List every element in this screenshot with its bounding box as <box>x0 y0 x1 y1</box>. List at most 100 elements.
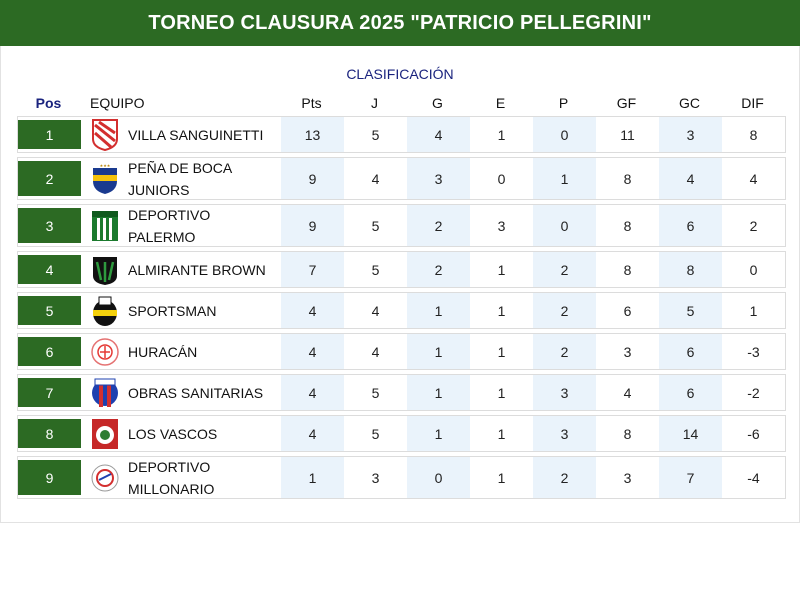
position-cell: 1 <box>18 120 81 149</box>
stat-j: 4 <box>371 170 380 187</box>
stat-g: 1 <box>407 334 470 369</box>
stat-dif: 0 <box>749 261 758 278</box>
column-header-g: G <box>432 95 443 111</box>
team-name[interactable]: PEÑA DE BOCA JUNIORS <box>128 159 232 198</box>
stat-gf: 6 <box>623 302 632 319</box>
team-name[interactable]: VILLA SANGUINETTI <box>128 126 264 143</box>
stat-g: 4 <box>407 117 470 152</box>
stat-gc: 6 <box>659 375 722 410</box>
table-row[interactable]: 9 DEPORTIVO MILLONARIO 1 3 0 1 2 3 7 -4 <box>17 456 786 499</box>
standings-card: CLASIFICACIÓN Pos EQUIPO Pts J G E P GF … <box>0 46 800 523</box>
team-name[interactable]: HURACÁN <box>128 343 198 360</box>
column-header-gf: GF <box>616 95 637 111</box>
stat-j: 5 <box>371 217 380 234</box>
svg-text:★★★: ★★★ <box>100 163 111 168</box>
stat-g: 1 <box>407 293 470 328</box>
team-name[interactable]: OBRAS SANITARIAS <box>128 384 264 401</box>
stat-dif: -6 <box>747 425 760 442</box>
team-name[interactable]: ALMIRANTE BROWN <box>128 261 266 278</box>
standings-subtitle: CLASIFICACIÓN <box>346 66 454 82</box>
deportivo-millonario-badge-icon <box>91 462 119 494</box>
stat-pts: 7 <box>281 252 344 287</box>
almirante-brown-badge-icon <box>91 254 119 286</box>
stat-pts: 4 <box>281 375 344 410</box>
table-row[interactable]: 5 SPORTSMAN 4 4 1 1 2 6 5 1 <box>17 292 786 329</box>
huracan-badge-icon <box>91 336 119 368</box>
stat-gc: 14 <box>659 416 722 451</box>
stat-g: 3 <box>407 158 470 199</box>
position-cell: 9 <box>18 460 81 495</box>
stat-j: 5 <box>371 126 380 143</box>
stat-p: 2 <box>533 293 596 328</box>
stat-p: 2 <box>533 252 596 287</box>
stat-j: 5 <box>371 425 380 442</box>
table-row[interactable]: 6 HURACÁN 4 4 1 1 2 3 6 -3 <box>17 333 786 370</box>
team-name[interactable]: DEPORTIVO PALERMO <box>128 206 211 245</box>
stat-pts: 4 <box>281 334 344 369</box>
stat-pts: 4 <box>281 416 344 451</box>
stat-gc: 5 <box>659 293 722 328</box>
table-row[interactable]: 8 LOS VASCOS 4 5 1 1 3 8 14 -6 <box>17 415 786 452</box>
stat-e: 0 <box>497 170 506 187</box>
stat-gf: 3 <box>623 343 632 360</box>
stat-g: 1 <box>407 416 470 451</box>
column-header-dif: DIF <box>741 95 764 111</box>
page-title: TORNEO CLAUSURA 2025 "PATRICIO PELLEGRIN… <box>0 0 800 46</box>
table-row[interactable]: 7 OBRAS SANITARIAS 4 5 1 1 3 4 6 -2 <box>17 374 786 411</box>
stat-dif: 2 <box>749 217 758 234</box>
position-cell: 7 <box>18 378 81 407</box>
table-header: Pos EQUIPO Pts J G E P GF GC DIF <box>17 92 785 114</box>
stat-e: 1 <box>497 126 506 143</box>
stat-dif: -4 <box>747 469 760 486</box>
position-cell: 4 <box>18 255 81 284</box>
pena-de-boca-badge-icon: ★★★ <box>91 163 119 195</box>
stat-g: 2 <box>407 205 470 246</box>
table-row[interactable]: 3 DEPORTIVO PALERMO 9 5 2 3 0 8 6 2 <box>17 204 786 247</box>
stat-e: 1 <box>497 343 506 360</box>
column-header-gc: GC <box>679 95 700 111</box>
stat-g: 2 <box>407 252 470 287</box>
stat-j: 5 <box>371 384 380 401</box>
column-header-e: E <box>495 95 506 111</box>
stat-gc: 3 <box>659 117 722 152</box>
stat-p: 0 <box>533 205 596 246</box>
position-cell: 8 <box>18 419 81 448</box>
stat-p: 3 <box>533 416 596 451</box>
position-cell: 5 <box>18 296 81 325</box>
stat-g: 1 <box>407 375 470 410</box>
stat-j: 4 <box>371 302 380 319</box>
stat-dif: -2 <box>747 384 760 401</box>
table-row[interactable]: 4 ALMIRANTE BROWN 7 5 2 1 2 8 8 0 <box>17 251 786 288</box>
stat-gc: 6 <box>659 205 722 246</box>
stat-gc: 8 <box>659 252 722 287</box>
position-cell: 2 <box>18 161 81 196</box>
stat-gf: 8 <box>623 425 632 442</box>
stat-pts: 9 <box>281 205 344 246</box>
stat-g: 0 <box>407 457 470 498</box>
column-header-pos: Pos <box>35 95 62 111</box>
table-row[interactable]: 2 ★★★ PEÑA DE BOCA JUNIORS 9 4 3 0 1 8 4 4 <box>17 157 786 200</box>
stat-e: 1 <box>497 469 506 486</box>
team-name[interactable]: DEPORTIVO MILLONARIO <box>128 458 215 497</box>
deportivo-palermo-badge-icon <box>91 210 119 242</box>
stat-gf: 8 <box>623 217 632 234</box>
stat-dif: 4 <box>749 170 758 187</box>
stat-gc: 6 <box>659 334 722 369</box>
stat-gc: 4 <box>659 158 722 199</box>
sportsman-badge-icon <box>91 295 119 327</box>
stat-gf: 8 <box>623 170 632 187</box>
table-row[interactable]: 1 VILLA SANGUINETTI 13 5 4 1 0 11 3 8 <box>17 116 786 153</box>
stat-p: 2 <box>533 334 596 369</box>
position-cell: 3 <box>18 208 81 243</box>
team-name[interactable]: LOS VASCOS <box>128 425 218 442</box>
position-cell: 6 <box>18 337 81 366</box>
team-name[interactable]: SPORTSMAN <box>128 302 217 319</box>
column-header-pts: Pts <box>301 95 322 111</box>
stat-e: 1 <box>497 302 506 319</box>
stat-dif: -3 <box>747 343 760 360</box>
stat-gf: 11 <box>620 126 635 143</box>
stat-j: 4 <box>371 343 380 360</box>
stat-p: 1 <box>533 158 596 199</box>
stat-dif: 8 <box>749 126 758 143</box>
stat-p: 3 <box>533 375 596 410</box>
